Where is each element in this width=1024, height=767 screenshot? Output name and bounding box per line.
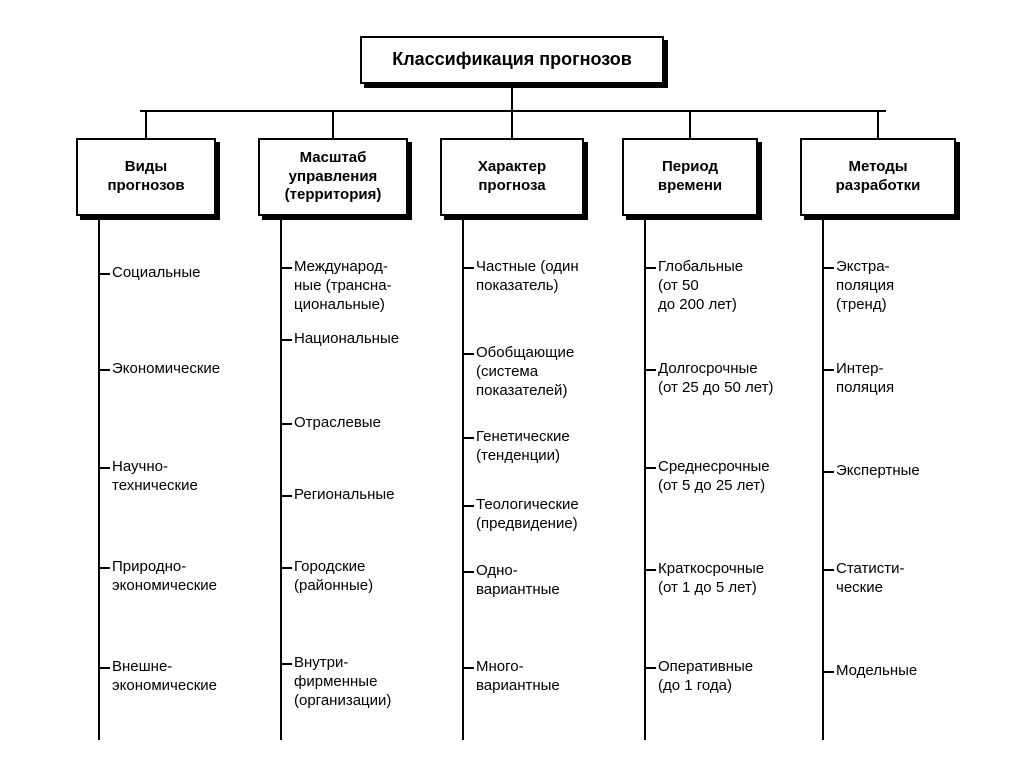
- connector-cat-drop: [689, 110, 691, 138]
- item-label: Много- вариантные: [476, 658, 560, 696]
- item-label: Внешне- экономические: [112, 658, 217, 696]
- item-label: Глобальные (от 50 до 200 лет): [658, 258, 743, 314]
- category-box: Масштаб управления (территория): [258, 138, 408, 216]
- item-label: Природно- экономические: [112, 558, 217, 596]
- item-tick: [280, 495, 292, 497]
- item-tick: [644, 569, 656, 571]
- item-label: Отраслевые: [294, 414, 381, 433]
- root-box: Классификация прогнозов: [360, 36, 664, 84]
- item-label: Международ- ные (трансна- циональные): [294, 258, 392, 314]
- item-tick: [98, 369, 110, 371]
- item-label: Интер- поляция: [836, 360, 894, 398]
- item-label: Городские (районные): [294, 558, 373, 596]
- item-label: Одно- вариантные: [476, 562, 560, 600]
- item-tick: [822, 369, 834, 371]
- item-tick: [280, 567, 292, 569]
- item-label: Генетические (тенденции): [476, 428, 570, 466]
- category-item-spine: [280, 216, 282, 740]
- item-tick: [822, 471, 834, 473]
- item-label: Научно- технические: [112, 458, 198, 496]
- item-label: Социальные: [112, 264, 200, 283]
- item-tick: [462, 667, 474, 669]
- item-tick: [98, 273, 110, 275]
- item-label: Экспертные: [836, 462, 920, 481]
- category-item-spine: [822, 216, 824, 740]
- category-box: Характер прогноза: [440, 138, 584, 216]
- connector-cat-drop: [511, 110, 513, 138]
- category-item-spine: [98, 216, 100, 740]
- item-tick: [98, 467, 110, 469]
- item-tick: [644, 369, 656, 371]
- item-label: Модельные: [836, 662, 917, 681]
- item-tick: [280, 423, 292, 425]
- connector-cat-drop: [145, 110, 147, 138]
- item-label: Экстра- поляция (тренд): [836, 258, 894, 314]
- item-label: Частные (один показатель): [476, 258, 579, 296]
- connector-root-drop: [511, 84, 513, 110]
- diagram-canvas: Классификация прогнозов Виды прогнозов Соц…: [0, 0, 1024, 767]
- item-label: Оперативные (до 1 года): [658, 658, 753, 696]
- item-tick: [462, 267, 474, 269]
- item-tick: [98, 667, 110, 669]
- item-label: Статисти- ческие: [836, 560, 905, 598]
- item-tick: [822, 671, 834, 673]
- item-tick: [280, 267, 292, 269]
- category-item-spine: [644, 216, 646, 740]
- category-item-spine: [462, 216, 464, 740]
- item-tick: [644, 267, 656, 269]
- item-label: Среднесрочные (от 5 до 25 лет): [658, 458, 770, 496]
- item-tick: [98, 567, 110, 569]
- category-box: Период времени: [622, 138, 758, 216]
- item-label: Экономические: [112, 360, 220, 379]
- item-label: Краткосрочные (от 1 до 5 лет): [658, 560, 764, 598]
- item-label: Национальные: [294, 330, 399, 349]
- item-label: Долгосрочные (от 25 до 50 лет): [658, 360, 773, 398]
- item-tick: [462, 571, 474, 573]
- category-box: Виды прогнозов: [76, 138, 216, 216]
- item-tick: [822, 569, 834, 571]
- item-tick: [280, 663, 292, 665]
- item-label: Региональные: [294, 486, 394, 505]
- category-box: Методы разработки: [800, 138, 956, 216]
- item-tick: [462, 437, 474, 439]
- connector-cat-drop: [877, 110, 879, 138]
- item-tick: [462, 505, 474, 507]
- item-tick: [280, 339, 292, 341]
- item-tick: [644, 467, 656, 469]
- item-tick: [822, 267, 834, 269]
- connector-hline: [140, 110, 886, 112]
- item-tick: [644, 667, 656, 669]
- item-label: Теологические (предвидение): [476, 496, 579, 534]
- item-label: Обобщающие (система показателей): [476, 344, 574, 400]
- item-label: Внутри- фирменные (организации): [294, 654, 391, 710]
- connector-cat-drop: [332, 110, 334, 138]
- item-tick: [462, 353, 474, 355]
